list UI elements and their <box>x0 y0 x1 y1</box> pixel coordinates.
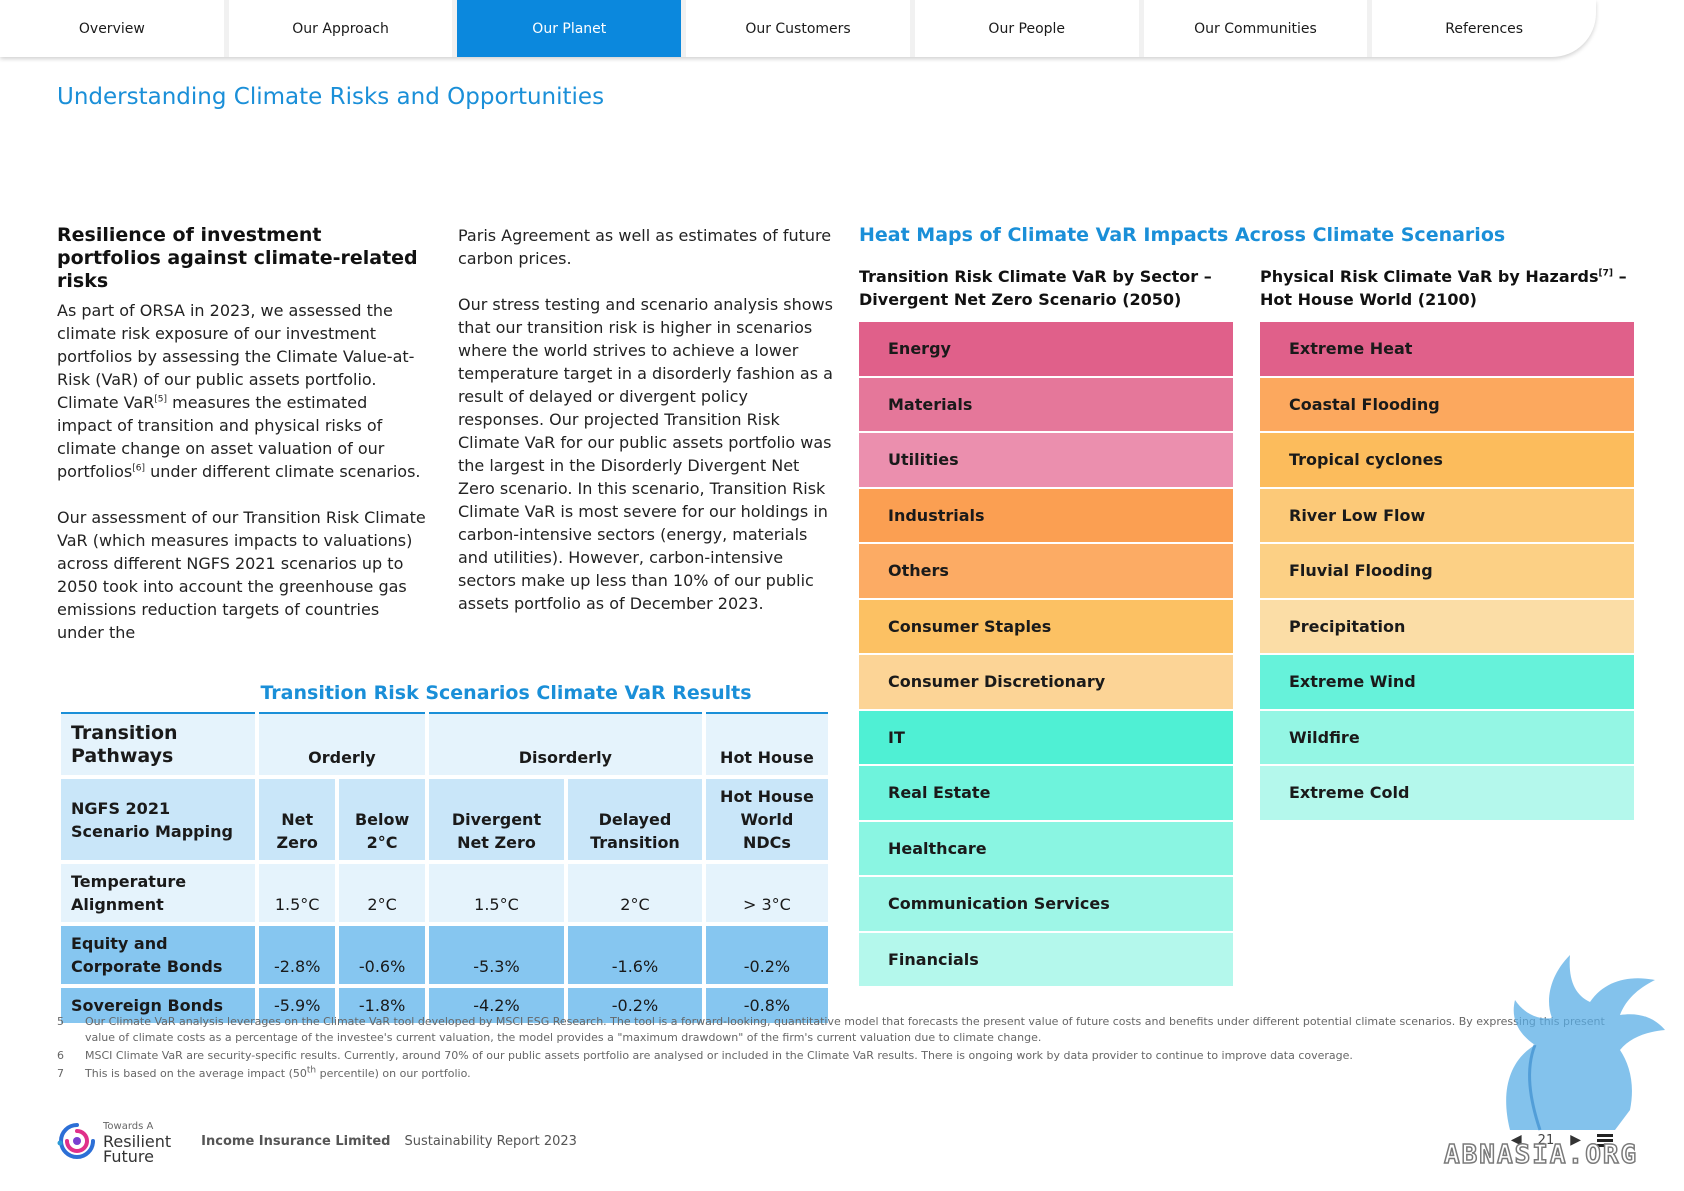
table-row: Sovereign Bonds -5.9% -1.8% -4.2% -0.2% … <box>57 984 833 1027</box>
table-cell: -1.8% <box>335 984 429 1027</box>
table-cell: -1.6% <box>564 922 706 988</box>
temperature-label: Temperature Alignment <box>57 860 259 926</box>
tab-our-communities[interactable]: Our Communities <box>1144 0 1373 57</box>
scenario-net-zero: Net Zero <box>254 775 340 864</box>
tab-our-customers[interactable]: Our Customers <box>686 0 915 57</box>
heatmaps-title: Heat Maps of Climate VaR Impacts Across … <box>859 224 1506 246</box>
text-column-1: Resilience of investment portfolios agai… <box>57 224 427 667</box>
heatmap-cell-materials: Materials <box>859 377 1233 431</box>
tab-our-approach[interactable]: Our Approach <box>229 0 458 57</box>
heatmap-cell-healthcare: Healthcare <box>859 821 1233 875</box>
mapping-label: NGFS 2021 Scenario Mapping <box>57 775 259 864</box>
table-cell: -0.2% <box>564 984 706 1027</box>
table-cell: -0.2% <box>701 922 833 988</box>
pathways-label: Transition Pathways <box>57 712 259 779</box>
table-row: Transition Pathways Orderly Disorderly H… <box>57 712 833 779</box>
physical-heatmap-title: Physical Risk Climate VaR by Hazards[7] … <box>1260 267 1627 309</box>
page-number: 21 <box>1537 1132 1555 1148</box>
watermark-text: ABNASIA.ORG <box>1443 1139 1639 1171</box>
heatmap-cell-financials: Financials <box>859 932 1233 986</box>
footnote-5: 5 Our Climate VaR analysis leverages on t… <box>57 1015 1605 1044</box>
table-cell: -5.3% <box>424 922 569 988</box>
table-cell: > 3°C <box>701 860 833 926</box>
swirl-logo-icon <box>57 1121 97 1161</box>
table-row: NGFS 2021 Scenario Mapping Net Zero Belo… <box>57 775 833 864</box>
griffin-watermark-icon <box>1506 955 1665 1131</box>
equity-label: Equity and Corporate Bonds <box>57 922 259 988</box>
heatmap-cell-precipitation: Precipitation <box>1260 599 1634 653</box>
pager: ◀ 21 ▶ <box>1511 1132 1613 1148</box>
logo: Towards A Resilient Future <box>57 1119 171 1164</box>
table-cell: -5.9% <box>254 984 340 1027</box>
heatmap-cell-wildfire: Wildfire <box>1260 710 1634 764</box>
pathway-orderly: Orderly <box>255 712 429 779</box>
table-cell: -0.8% <box>701 984 833 1027</box>
footnote-ref-6[interactable]: [6] <box>132 463 145 474</box>
footnote-ref-7[interactable]: [7] <box>1598 268 1614 279</box>
top-navigation: Overview Our Approach Our Planet Our Custom… <box>0 0 1596 57</box>
table-row: Equity and Corporate Bonds -2.8% -0.6% -… <box>57 922 833 988</box>
table-row: Temperature Alignment 1.5°C 2°C 1.5°C 2°… <box>57 860 833 926</box>
heatmap-cell-industrials: Industrials <box>859 488 1233 542</box>
heatmap-cell-consumer-staples: Consumer Staples <box>859 599 1233 653</box>
table-cell: -4.2% <box>424 984 569 1027</box>
transition-heatmap-title: Transition Risk Climate VaR by Sector – … <box>859 267 1212 309</box>
next-page-icon[interactable]: ▶ <box>1570 1132 1581 1148</box>
text-column-2: Paris Agreement as well as estimates of … <box>458 224 833 638</box>
table-cell: 2°C <box>335 860 429 926</box>
heatmap-cell-real-estate: Real Estate <box>859 766 1233 820</box>
tab-our-planet[interactable]: Our Planet <box>457 0 687 57</box>
company-name: Income Insurance Limited <box>201 1133 391 1149</box>
tab-our-people[interactable]: Our People <box>915 0 1144 57</box>
sovereign-label: Sovereign Bonds <box>57 984 259 1027</box>
heatmap-cell-river-low-flow: River Low Flow <box>1260 488 1634 542</box>
paragraph-orsa: As part of ORSA in 2023, we assessed the… <box>57 301 421 481</box>
page-title: Understanding Climate Risks and Opportun… <box>57 84 605 110</box>
heatmap-cell-others: Others <box>859 544 1233 598</box>
table-cell: -0.6% <box>335 922 429 988</box>
table-cell: 1.5°C <box>254 860 340 926</box>
heatmap-cell-fluvial-flooding: Fluvial Flooding <box>1260 544 1634 598</box>
heatmap-cell-it: IT <box>859 710 1233 764</box>
tab-references[interactable]: References <box>1445 20 1524 37</box>
table-cell: 2°C <box>564 860 706 926</box>
section-heading: Resilience of investment portfolios agai… <box>57 224 418 292</box>
heatmap-cell-utilities: Utilities <box>859 433 1233 487</box>
heatmap-cell-energy: Energy <box>859 322 1233 376</box>
tab-overview[interactable]: Overview <box>0 0 229 57</box>
footer: Towards A Resilient Future Income Insura… <box>57 1119 1627 1164</box>
pathway-disorderly: Disorderly <box>424 712 706 779</box>
heatmap-cell-coastal-flooding: Coastal Flooding <box>1260 377 1634 431</box>
prev-page-icon[interactable]: ◀ <box>1510 1132 1522 1148</box>
paragraph-assessment: Our assessment of our Transition Risk Cl… <box>57 508 426 642</box>
heatmap-cell-communication-services: Communication Services <box>859 877 1233 931</box>
transition-risk-heatmap: Energy Materials Utilities Industrials Other… <box>859 322 1233 988</box>
heatmap-cell-extreme-cold: Extreme Cold <box>1260 766 1634 820</box>
pathway-hot-house: Hot House <box>701 712 833 779</box>
physical-risk-heatmap: Extreme Heat Coastal Flooding Tropical cyc… <box>1260 322 1634 822</box>
heatmap-cell-tropical-cyclones: Tropical cyclones <box>1260 433 1634 487</box>
scenario-hot-house-ndcs: Hot House World NDCs <box>701 775 833 864</box>
scenario-below-2c: Below 2°C <box>335 775 429 864</box>
heatmap-cell-extreme-heat: Extreme Heat <box>1260 322 1634 376</box>
paragraph-paris: Paris Agreement as well as estimates of … <box>458 226 832 268</box>
scenario-table: Transition Pathways Orderly Disorderly H… <box>57 712 833 1027</box>
heatmap-cell-consumer-discretionary: Consumer Discretionary <box>859 655 1233 709</box>
footnote-7: 7 This is based on the average impact (50… <box>57 1065 471 1080</box>
table-cell: -2.8% <box>254 922 340 988</box>
footnote-ref-5[interactable]: [5] <box>154 394 168 405</box>
scenario-divergent-net-zero: Divergent Net Zero <box>424 775 569 864</box>
footnotes: 5 Our Climate VaR analysis leverages on t… <box>57 1014 1627 1084</box>
menu-icon[interactable] <box>1597 1133 1613 1147</box>
footnote-6: 6 MSCI Climate VaR are security-specific … <box>57 1049 1353 1062</box>
paragraph-stress-testing: Our stress testing and scenario analysis… <box>458 295 833 613</box>
table-cell: 1.5°C <box>424 860 569 926</box>
scenario-delayed-transition: Delayed Transition <box>564 775 706 864</box>
report-name: Sustainability Report 2023 <box>404 1133 577 1149</box>
heatmap-cell-extreme-wind: Extreme Wind <box>1260 655 1634 709</box>
scenario-table-title: Transition Risk Scenarios Climate VaR Re… <box>260 682 752 704</box>
